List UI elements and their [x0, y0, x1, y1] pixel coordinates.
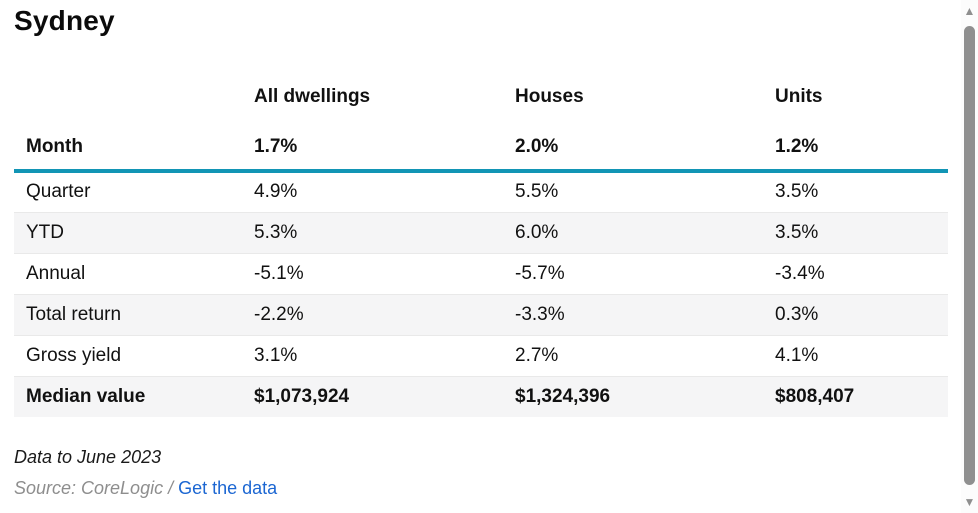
row-label-quarter: Quarter	[26, 181, 91, 203]
row-label-month: Month	[26, 136, 83, 157]
column-header-houses: Houses	[515, 86, 584, 107]
cell-median-value-units: $808,407	[775, 385, 855, 407]
row-label-median-value: Median value	[26, 385, 146, 407]
cell-gross-yield-houses: 2.7%	[515, 344, 559, 366]
table-row-ytd: YTD 5.3% 6.0% 3.5%	[14, 212, 948, 253]
table-row-total-return: Total return -2.2% -3.3% 0.3%	[14, 294, 948, 335]
table-head: All dwellings Houses Units Month 1.7% 2.…	[14, 69, 948, 171]
cell-month-houses: 2.0%	[515, 136, 559, 157]
property-stats-table: All dwellings Houses Units Month 1.7% 2.…	[14, 69, 948, 417]
cell-annual-houses: -5.7%	[515, 262, 565, 284]
cell-total-return-units: 0.3%	[775, 303, 819, 325]
source-text: Source: CoreLogic /	[14, 478, 179, 498]
cell-ytd-houses: 6.0%	[515, 221, 559, 243]
cell-annual-units: -3.4%	[775, 262, 825, 284]
scrollbar-up-arrow-icon[interactable]: ▲	[963, 4, 976, 18]
table-row-month: Month 1.7% 2.0% 1.2%	[14, 125, 948, 171]
cell-gross-yield-units: 4.1%	[775, 344, 819, 366]
article-content: Sydney All dwellings Houses Units Month …	[14, 0, 948, 499]
cell-month-units: 1.2%	[775, 136, 819, 157]
table-notes: Data to June 2023 Source: CoreLogic / Ge…	[14, 447, 948, 499]
vertical-scrollbar[interactable]: ▲ ▼	[961, 0, 978, 513]
table-row-gross-yield: Gross yield 3.1% 2.7% 4.1%	[14, 335, 948, 376]
cell-median-value-houses: $1,324,396	[515, 385, 611, 407]
cell-quarter-all-dwellings: 4.9%	[254, 181, 298, 203]
cell-total-return-all-dwellings: -2.2%	[254, 303, 304, 325]
data-to-note: Data to June 2023	[14, 447, 162, 467]
page-title: Sydney	[14, 5, 115, 36]
cell-month-all-dwellings: 1.7%	[254, 136, 298, 157]
row-label-ytd: YTD	[26, 221, 64, 243]
source-line: Source: CoreLogic / Get the data	[14, 478, 948, 499]
row-label-gross-yield: Gross yield	[26, 344, 122, 366]
cell-ytd-all-dwellings: 5.3%	[254, 221, 298, 243]
table-row-quarter: Quarter 4.9% 5.5% 3.5%	[14, 171, 948, 212]
column-header-row: All dwellings Houses Units	[14, 69, 948, 125]
cell-gross-yield-all-dwellings: 3.1%	[254, 344, 298, 366]
table-row-median-value: Median value $1,073,924 $1,324,396 $808,…	[14, 376, 948, 417]
cell-total-return-houses: -3.3%	[515, 303, 565, 325]
cell-quarter-units: 3.5%	[775, 181, 819, 203]
row-label-total-return: Total return	[26, 303, 122, 325]
column-header-all-dwellings: All dwellings	[254, 86, 371, 107]
cell-ytd-units: 3.5%	[775, 221, 819, 243]
cell-annual-all-dwellings: -5.1%	[254, 262, 304, 284]
cell-quarter-houses: 5.5%	[515, 181, 559, 203]
column-header-units: Units	[775, 86, 823, 107]
row-label-annual: Annual	[26, 262, 86, 284]
cell-median-value-all-dwellings: $1,073,924	[254, 385, 350, 407]
corner-cell	[14, 69, 242, 125]
scrollbar-thumb[interactable]	[964, 26, 975, 485]
table-body: Quarter 4.9% 5.5% 3.5% YTD 5.3% 6.0% 3.5…	[14, 171, 948, 417]
get-the-data-link[interactable]: Get the data	[178, 478, 278, 498]
scrollbar-down-arrow-icon[interactable]: ▼	[963, 495, 976, 509]
table-row-annual: Annual -5.1% -5.7% -3.4%	[14, 253, 948, 294]
